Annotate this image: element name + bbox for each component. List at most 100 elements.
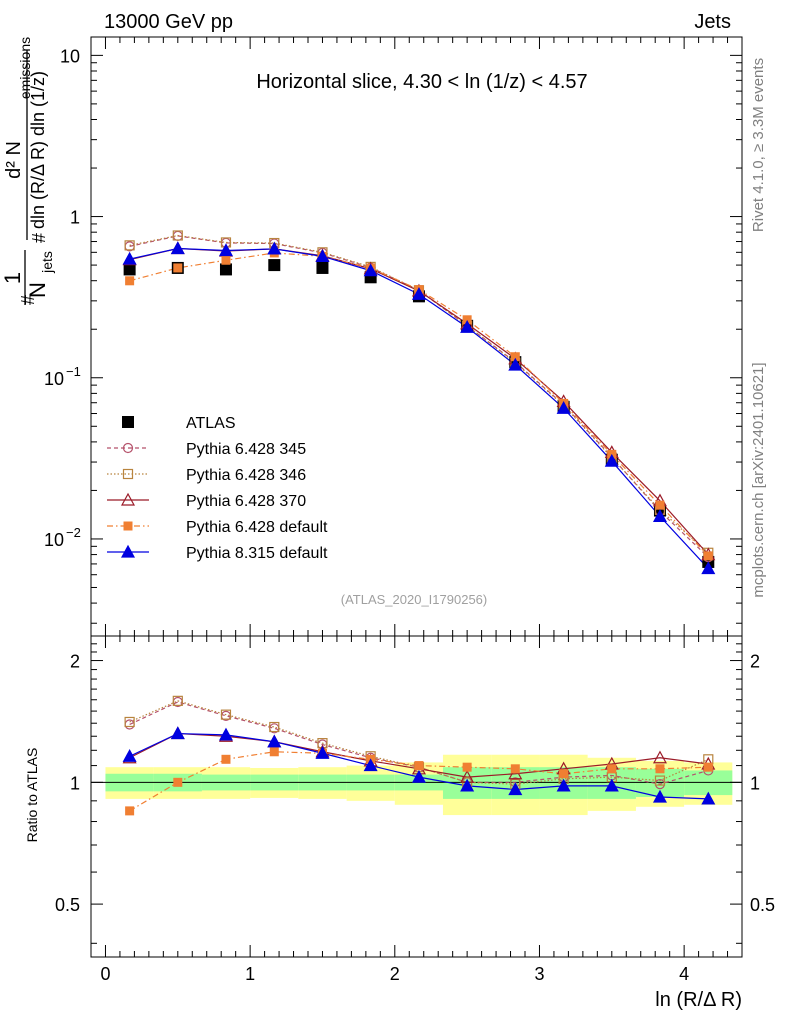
ratio-point xyxy=(124,716,135,728)
ratio-tick-label-right: 0.5 xyxy=(750,895,775,915)
data-point xyxy=(221,255,231,265)
data-point xyxy=(508,357,523,371)
ratio-point xyxy=(363,758,378,772)
data-point xyxy=(123,263,136,276)
ratio-tick-label-right: 1 xyxy=(750,773,760,793)
y-label-n: N xyxy=(25,282,50,298)
y-label-one: 1 xyxy=(0,272,25,284)
data-point xyxy=(122,251,137,265)
series-line-ratio xyxy=(129,700,709,785)
header-left: 13000 GeV pp xyxy=(104,11,233,33)
data-point xyxy=(125,276,135,286)
ratio-point xyxy=(170,726,185,740)
ratio-tick-label: 0.5 xyxy=(55,895,80,915)
ratio-point xyxy=(269,747,279,757)
legend-marker xyxy=(122,468,134,480)
ratio-point xyxy=(267,734,282,748)
data-point xyxy=(219,263,232,276)
y-label-jets: jets xyxy=(39,251,55,274)
y-tick-label: 10 xyxy=(44,369,64,389)
legend-label: Pythia 6.428 345 xyxy=(186,441,306,458)
series-markers xyxy=(122,230,716,816)
ratio-point xyxy=(556,778,571,792)
data-point xyxy=(315,249,330,262)
data-point xyxy=(411,287,426,300)
legend-label: Pythia 6.428 370 xyxy=(186,493,306,510)
mcplots-label: mcplots.cern.ch [arXiv:2401.10621] xyxy=(750,362,767,597)
ratio-point xyxy=(122,748,137,762)
ratio-point xyxy=(510,764,520,774)
x-tick-label: 2 xyxy=(390,964,400,984)
data-point xyxy=(218,243,233,257)
analysis-watermark: (ATLAS_2020_I1790256) xyxy=(341,592,487,607)
y-tick-exponent: −1 xyxy=(66,364,81,379)
header-right: Jets xyxy=(694,11,731,33)
ratio-point xyxy=(655,764,665,774)
chart-title: Horizontal slice, 4.30 < ln (1/z) < 4.57 xyxy=(256,71,587,93)
legend-marker xyxy=(120,492,136,506)
legend-marker xyxy=(120,544,136,558)
ratio-point xyxy=(703,762,713,772)
y-tick-label: 10 xyxy=(60,46,80,66)
ratio-point xyxy=(460,778,475,792)
ratio-y-label: Ratio to ATLAS xyxy=(24,748,40,843)
data-point xyxy=(652,509,667,523)
data-point xyxy=(655,500,665,510)
ratio-point xyxy=(411,769,426,783)
y-label-hash2: # xyxy=(29,233,49,243)
ratio-point xyxy=(414,761,424,771)
y-label-numerator: d² N xyxy=(3,141,25,179)
ratio-tick-label: 1 xyxy=(70,773,80,793)
ratio-point xyxy=(654,775,666,786)
data-point xyxy=(173,263,183,273)
data-point xyxy=(460,319,475,333)
data-point xyxy=(268,259,281,272)
x-tick-label: 3 xyxy=(534,964,544,984)
legend-label: ATLAS xyxy=(186,415,236,432)
legend: ATLAS Pythia 6.428 345 Pythia 6.428 346 Pyt… xyxy=(107,415,328,562)
data-point xyxy=(124,240,135,251)
x-axis-label: ln (R/Δ R) xyxy=(655,989,742,1011)
ratio-point xyxy=(559,769,569,779)
ratio-point xyxy=(701,791,716,805)
x-tick-label: 1 xyxy=(245,964,255,984)
ratio-point xyxy=(218,727,233,741)
ratio-point xyxy=(607,764,617,774)
rivet-label: Rivet 4.1.0, ≥ 3.3M events xyxy=(750,58,767,232)
data-point xyxy=(316,261,329,274)
ratio-point xyxy=(462,762,472,772)
ratio-point xyxy=(652,789,667,803)
y-label-hash: # xyxy=(18,295,38,305)
data-point xyxy=(172,230,183,241)
y-tick-label: 1 xyxy=(70,208,80,228)
data-point xyxy=(170,241,185,255)
y-label-emissions: emissions xyxy=(17,37,33,99)
ratio-point xyxy=(315,745,330,759)
ratio-point xyxy=(220,709,232,720)
data-point xyxy=(363,263,378,277)
y-tick-exponent: −2 xyxy=(66,525,81,540)
data-point xyxy=(267,241,282,255)
ratio-tick-label: 2 xyxy=(70,652,80,672)
legend-marker xyxy=(122,416,134,428)
y-tick-label: 10 xyxy=(44,530,64,550)
ratio-point xyxy=(269,721,280,733)
data-point xyxy=(556,401,571,414)
ratio-point xyxy=(221,754,231,764)
ratio-point xyxy=(604,778,619,792)
legend-marker xyxy=(122,442,134,454)
ratio-point xyxy=(173,777,183,787)
ratio-tick-label-right: 2 xyxy=(750,652,760,672)
legend-label: Pythia 8.315 default xyxy=(186,545,328,562)
ratio-point xyxy=(508,782,523,796)
data-point xyxy=(701,561,716,575)
data-point xyxy=(703,551,713,561)
ratio-point xyxy=(125,806,135,816)
ratio-point xyxy=(172,695,183,706)
data-point xyxy=(604,453,619,467)
x-tick-label: 0 xyxy=(100,964,110,984)
